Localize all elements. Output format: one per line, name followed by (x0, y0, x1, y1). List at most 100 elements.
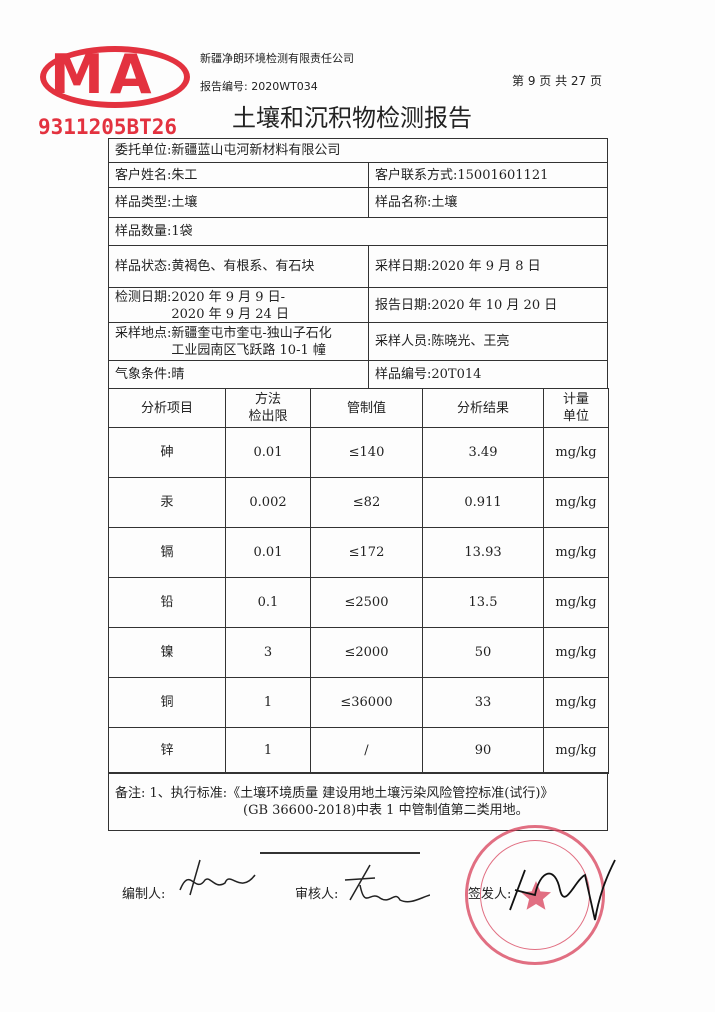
cell-detection-limit: 0.01 (225, 527, 311, 578)
site-line-1: 新疆奎屯市奎屯-独山子石化 (171, 326, 332, 341)
sample-type-label: 样品类型: (115, 195, 172, 210)
weather-value: 晴 (171, 367, 185, 382)
report-number-value: 2020WT034 (251, 80, 318, 93)
cell-control-value: / (310, 727, 423, 774)
cell-result: 90 (422, 727, 544, 774)
cell-unit: mg/kg (543, 727, 609, 774)
test-date-label: 检测日期: (115, 290, 172, 305)
sampling-date-cell: 采样日期: 2020 年 9 月 8 日 (368, 245, 608, 288)
cell-result: 0.911 (422, 477, 544, 528)
page-info: 第 9 页 共 27 页 (512, 74, 602, 88)
sample-name-value: 土壤 (431, 195, 458, 210)
site-value: 新疆奎屯市奎屯-独山子石化 工业园南区飞跃路 10-1 幢 (171, 325, 331, 359)
cell-control-value: ≤2500 (310, 577, 423, 628)
cma-logo-ring (40, 46, 190, 108)
cell-detection-limit: 1 (225, 727, 311, 774)
cell-item: 汞 (108, 477, 226, 528)
cell-control-value: ≤172 (310, 527, 423, 578)
header-detection-limit: 方法 检出限 (225, 388, 311, 428)
divider (260, 852, 420, 854)
seal-star-icon (521, 881, 551, 910)
compiler-signature (179, 859, 256, 896)
header-control-value: 管制值 (310, 388, 423, 428)
cell-item: 锌 (108, 727, 226, 774)
cell-result: 50 (422, 627, 544, 678)
sampler-cell: 采样人员: 陈晓光、王亮 (368, 322, 608, 361)
contact-label: 客户联系方式: (375, 167, 458, 183)
cell-detection-limit: 1 (225, 677, 311, 728)
test-date-cell: 检测日期: 2020 年 9 月 9 日- 2020 年 9 月 24 日 (108, 287, 369, 323)
quantity-label: 样品数量: (115, 224, 172, 239)
report-date-cell: 报告日期: 2020 年 10 月 20 日 (368, 287, 608, 323)
state-cell: 样品状态: 黄褐色、有根系、有石块 (108, 245, 369, 288)
weather-cell: 气象条件: 晴 (108, 360, 369, 389)
cma-logo: MA (50, 43, 158, 106)
client-row: 委托单位: 新疆蓝山屯河新材料有限公司 (108, 138, 608, 163)
cell-detection-limit: 0.1 (225, 577, 311, 628)
client-label: 委托单位: (115, 143, 172, 158)
remarks-line-1: 备注: 1、执行标准:《土壤环境质量 建设用地土壤污染风险管控标准(试行)》 (115, 786, 554, 801)
cell-result: 3.49 (422, 427, 544, 478)
test-date-start: 2020 年 9 月 9 日- (171, 290, 286, 305)
remarks-line-2: (GB 36600-2018)中表 1 中管制值第二类用地。 (243, 803, 529, 818)
sample-no-cell: 样品编号: 20T014 (368, 360, 608, 389)
reviewer-label: 审核人: (295, 887, 339, 902)
site-line-2: 工业园南区飞跃路 10-1 幢 (171, 343, 326, 358)
contact-cell: 客户联系方式: 15001601121 (368, 162, 608, 188)
sample-type-cell: 样品类型: 土壤 (108, 187, 369, 218)
customer-cell: 客户姓名: 朱工 (108, 162, 369, 188)
quantity-value: 1袋 (171, 224, 193, 239)
compiler-label: 编制人: (122, 887, 166, 902)
sample-name-label: 样品名称: (375, 195, 432, 210)
state-value: 黄褐色、有根系、有石块 (171, 259, 315, 274)
quantity-row: 样品数量: 1袋 (108, 217, 608, 246)
header-unit: 计量 单位 (543, 388, 609, 428)
customer-label: 客户姓名: (115, 167, 172, 183)
customer-value: 朱工 (171, 167, 198, 183)
header-item: 分析项目 (108, 388, 226, 428)
cell-item: 镉 (108, 527, 226, 578)
site-label: 采样地点: (115, 326, 172, 341)
test-date-end: 2020 年 9 月 24 日 (171, 307, 289, 322)
sampler-value: 陈晓光、王亮 (431, 334, 510, 349)
sample-name-cell: 样品名称: 土壤 (368, 187, 608, 218)
cell-item: 铅 (108, 577, 226, 628)
sample-no-value: 20T014 (431, 367, 482, 382)
cell-unit: mg/kg (543, 677, 609, 728)
cell-control-value: ≤140 (310, 427, 423, 478)
test-date-value: 2020 年 9 月 9 日- 2020 年 9 月 24 日 (171, 289, 289, 323)
report-title: 土壤和沉积物检测报告 (232, 104, 472, 132)
cell-item: 铜 (108, 677, 226, 728)
sampling-date-label: 采样日期: (375, 259, 432, 274)
report-date-value: 2020 年 10 月 20 日 (431, 297, 558, 313)
company-name: 新疆净朗环境检测有限责任公司 (200, 52, 354, 65)
sample-type-value: 土壤 (171, 195, 198, 210)
cell-control-value: ≤82 (310, 477, 423, 528)
state-label: 样品状态: (115, 259, 172, 274)
cell-result: 13.93 (422, 527, 544, 578)
header-result: 分析结果 (422, 388, 544, 428)
cell-result: 33 (422, 677, 544, 728)
contact-value: 15001601121 (457, 167, 549, 183)
cell-unit: mg/kg (543, 527, 609, 578)
issuer-signature (509, 859, 616, 921)
remarks: 备注: 1、执行标准:《土壤环境质量 建设用地土壤污染风险管控标准(试行)》 (… (108, 772, 608, 831)
official-seal (465, 825, 605, 965)
sampling-date-value: 2020 年 9 月 8 日 (431, 259, 541, 274)
report-number-label: 报告编号: (200, 80, 248, 93)
cell-unit: mg/kg (543, 577, 609, 628)
cma-code: 9311205BT26 (38, 115, 178, 139)
sample-no-label: 样品编号: (375, 367, 432, 382)
cell-detection-limit: 0.01 (225, 427, 311, 478)
sampler-label: 采样人员: (375, 334, 432, 349)
cell-unit: mg/kg (543, 427, 609, 478)
cell-unit: mg/kg (543, 477, 609, 528)
cell-result: 13.5 (422, 577, 544, 628)
cell-detection-limit: 3 (225, 627, 311, 678)
report-number: 报告编号: 2020WT034 (200, 78, 318, 94)
client-value: 新疆蓝山屯河新材料有限公司 (171, 143, 341, 158)
cell-unit: mg/kg (543, 627, 609, 678)
report-date-label: 报告日期: (375, 297, 432, 313)
cell-control-value: ≤2000 (310, 627, 423, 678)
